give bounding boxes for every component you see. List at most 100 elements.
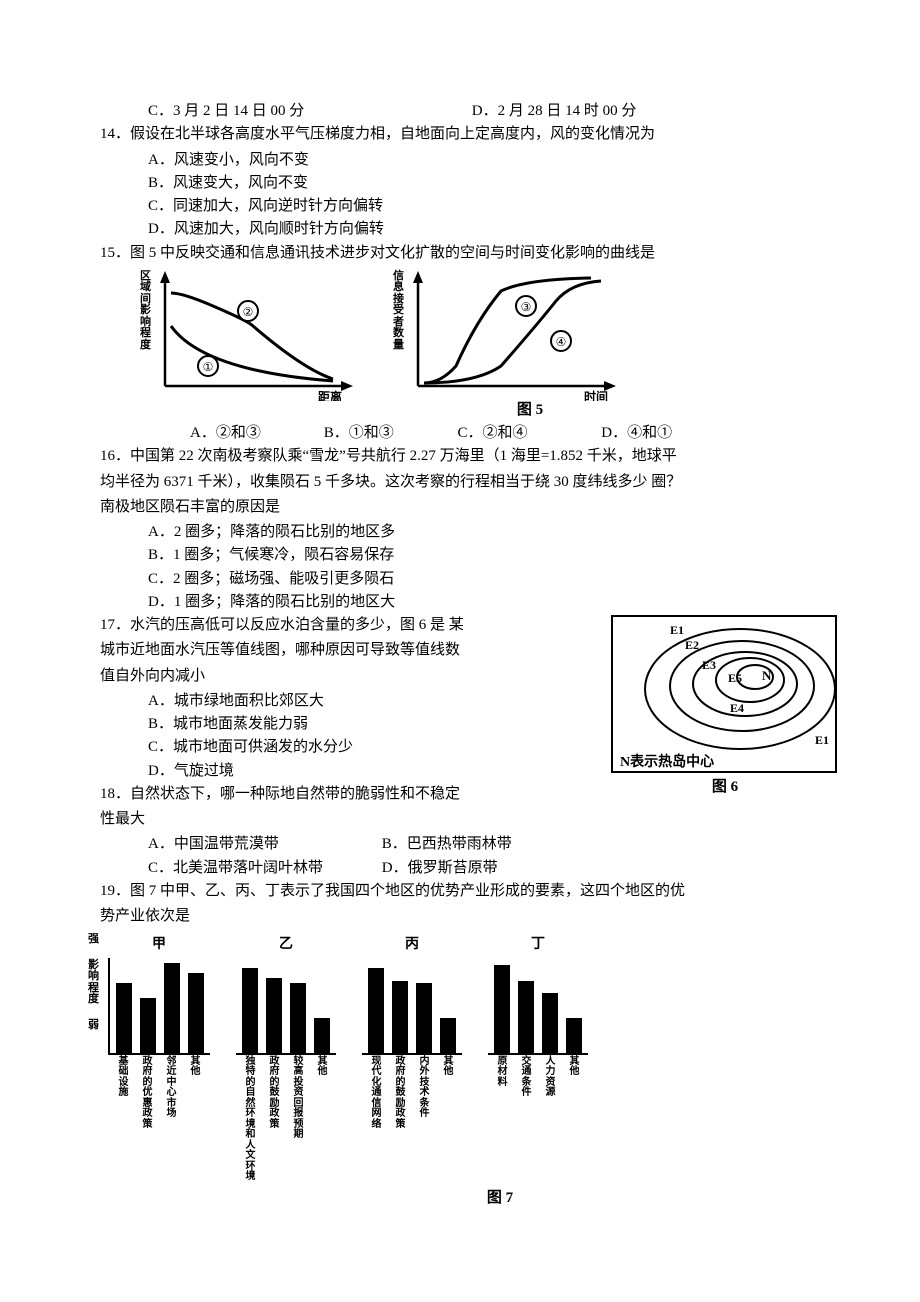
fig5-caption: 图 5	[220, 399, 840, 422]
q14-stem: 14．假设在北半球各高度水平气压梯度力相，自地面向上定高度内，风的变化情况为	[100, 123, 840, 146]
q18-stem-2: 性最大	[100, 808, 592, 831]
fig6-e3: E3	[702, 658, 716, 672]
fig7-bars-2	[362, 958, 462, 1055]
fig5-left-xlabel: 距离	[318, 389, 342, 401]
q14-a: A．风速变小，风向不变	[100, 149, 840, 172]
fig7-labels-1: 独特的自然环境和人文环境政府的鼓励政策较高投资回报预期其他	[236, 1057, 336, 1183]
fig7-labels-3: 原材料交通条件人力资源其他	[488, 1057, 588, 1099]
fig7-labels-2: 现代化通信网络政府的鼓励政策内外技术条件其他	[362, 1057, 462, 1131]
q17-b: B．城市地面蒸发能力弱	[100, 713, 592, 736]
figure-5: 区域间影响程度 ① ② 距离 信息接受者数量	[140, 271, 840, 401]
fig7-bar-3-3	[566, 1018, 582, 1053]
fig7-chart-2: 丙现代化通信网络政府的鼓励政策内外技术条件其他	[362, 934, 462, 1130]
fig7-label-3-3: 其他	[566, 1057, 582, 1099]
fig7-caption: 图 7	[160, 1187, 840, 1210]
fig7-ylab-top: 强	[88, 934, 99, 946]
fig5-left-svg: ① ② 距离	[153, 271, 353, 401]
q18-options-row2: C．北美温带落叶阔叶林带 D．俄罗斯苔原带	[100, 857, 840, 880]
fig7-label-2-3: 其他	[440, 1057, 456, 1131]
fig7-title-1: 乙	[279, 934, 293, 956]
q14-c: C．同速加大，风向逆时针方向偏转	[100, 195, 840, 218]
fig5-left-ylabel: 区域间影响程度	[140, 271, 151, 352]
fig7-bar-2-2	[416, 983, 432, 1053]
fig7-label-1-1: 政府的鼓励政策	[266, 1057, 282, 1183]
figure-7: 强 影响程度 弱 甲基础设施政府的优惠政策邻近中心市场其他乙独特的自然环境和人文…	[108, 934, 840, 1183]
q16-c: C．2 圈多；磁场强、能吸引更多陨石	[100, 568, 840, 591]
fig7-bar-3-0	[494, 965, 510, 1053]
q15-options: A．②和③ B．①和③ C．②和④ D．④和①	[100, 422, 840, 445]
q17-stem-2: 城市近地面水汽压等值线图，哪种原因可导致等值线数	[100, 639, 592, 662]
fig7-bar-0-2	[164, 963, 180, 1053]
fig7-title-0: 甲	[152, 934, 166, 956]
fig5-right-chart: 信息接受者数量 ③ ④ 时间	[393, 271, 616, 401]
fig7-bar-1-0	[242, 968, 258, 1053]
fig7-label-3-0: 原材料	[494, 1057, 510, 1099]
fig5-right-svg: ③ ④ 时间	[406, 271, 616, 401]
figure-6: E1 E2 E3 E4 E5 N E1 N表示热岛中心 图 6	[610, 614, 840, 799]
fig7-bar-3-1	[518, 981, 534, 1053]
fig7-label-1-2: 较高投资回报预期	[290, 1057, 306, 1183]
fig6-svg: E1 E2 E3 E4 E5 N E1 N表示热岛中心	[610, 614, 838, 774]
q16-stem-1: 16．中国第 22 次南极考察队乘“雪龙”号共航行 2.27 万海里（1 海里=…	[100, 445, 840, 468]
label-3: ③	[521, 300, 532, 314]
fig7-title-2: 丙	[405, 934, 419, 956]
fig7-bars-0	[108, 958, 210, 1055]
q16-d: D．1 圈多；降落的陨石比别的地区大	[100, 591, 840, 614]
fig7-bars-3	[488, 958, 588, 1055]
q15-a: A．②和③	[190, 422, 320, 445]
fig6-e2: E2	[685, 638, 699, 652]
q16-b: B．1 圈多；气候寒冷，陨石容易保存	[100, 544, 840, 567]
fig7-chart-0: 甲基础设施政府的优惠政策邻近中心市场其他	[108, 934, 210, 1130]
fig7-bar-3-2	[542, 993, 558, 1053]
fig7-bar-0-3	[188, 973, 204, 1053]
q16-stem-2: 均半径为 6371 千米），收集陨石 5 千多块。这次考察的行程相当于绕 30 …	[100, 471, 840, 494]
q17-c: C．城市地面可供涵发的水分少	[100, 736, 592, 759]
fig7-label-2-1: 政府的鼓励政策	[392, 1057, 408, 1131]
fig7-chart-1: 乙独特的自然环境和人文环境政府的鼓励政策较高投资回报预期其他	[236, 934, 336, 1183]
fig6-e4: E4	[730, 701, 744, 715]
fig6-e1b: E1	[815, 733, 829, 747]
q18-d: D．俄罗斯苔原带	[382, 857, 498, 880]
q18-b: B．巴西热带雨林带	[382, 833, 512, 856]
q16-a: A．2 圈多；降落的陨石比别的地区多	[100, 521, 840, 544]
fig5-right-ylabel: 信息接受者数量	[393, 271, 404, 352]
q19-stem-2: 势产业依次是	[100, 905, 840, 928]
fig7-labels-0: 基础设施政府的优惠政策邻近中心市场其他	[109, 1057, 209, 1131]
q15-b: B．①和③	[324, 422, 454, 445]
fig7-title-3: 丁	[531, 934, 545, 956]
q15-stem: 15．图 5 中反映交通和信息通讯技术进步对文化扩散的空间与时间变化影响的曲线是	[100, 242, 840, 265]
label-4: ④	[556, 335, 567, 349]
fig7-bar-1-2	[290, 983, 306, 1053]
q17-stem-3: 值自外向内减小	[100, 665, 592, 688]
q14-b: B．风速变大，风向不变	[100, 172, 840, 195]
opt-c: C．3 月 2 日 14 日 00 分	[148, 100, 468, 123]
fig7-ylab-bot: 弱	[88, 1020, 99, 1032]
q17-d: D．气旋过境	[100, 760, 592, 783]
opt-d: D．2 月 28 日 14 时 00 分	[472, 100, 637, 123]
fig6-note: N表示热岛中心	[620, 753, 714, 770]
fig5-right-xlabel: 时间	[584, 389, 608, 401]
fig6-e1: E1	[670, 623, 684, 637]
fig7-label-3-1: 交通条件	[518, 1057, 534, 1099]
prev-question-options: C．3 月 2 日 14 日 00 分 D．2 月 28 日 14 时 00 分	[100, 100, 840, 123]
fig6-caption: 图 6	[610, 776, 840, 799]
fig7-label-0-0: 基础设施	[115, 1057, 131, 1131]
fig7-label-2-2: 内外技术条件	[416, 1057, 432, 1131]
q15-c: C．②和④	[458, 422, 598, 445]
q16-stem-3: 南极地区陨石丰富的原因是	[100, 496, 840, 519]
q18-c: C．北美温带落叶阔叶林带	[148, 857, 378, 880]
q15-d: D．④和①	[601, 422, 672, 445]
fig7-ylabel: 强 影响程度 弱	[88, 934, 99, 1031]
q19-stem-1: 19．图 7 中甲、乙、丙、丁表示了我国四个地区的优势产业形成的要素，这四个地区…	[100, 880, 840, 903]
fig7-label-1-0: 独特的自然环境和人文环境	[242, 1057, 258, 1183]
fig7-bar-0-1	[140, 998, 156, 1053]
fig6-e5: E5	[728, 671, 742, 685]
fig7-label-3-2: 人力资源	[542, 1057, 558, 1099]
q17-stem-1: 17．水汽的压高低可以反应水泊含量的多少，图 6 是 某	[100, 614, 592, 637]
fig7-bar-1-3	[314, 1018, 330, 1053]
label-1: ①	[203, 360, 214, 374]
q18-a: A．中国温带荒漠带	[148, 833, 378, 856]
q17-a: A．城市绿地面积比郊区大	[100, 690, 592, 713]
fig7-bar-2-3	[440, 1018, 456, 1053]
q18-options-row1: A．中国温带荒漠带 B．巴西热带雨林带	[100, 833, 840, 856]
